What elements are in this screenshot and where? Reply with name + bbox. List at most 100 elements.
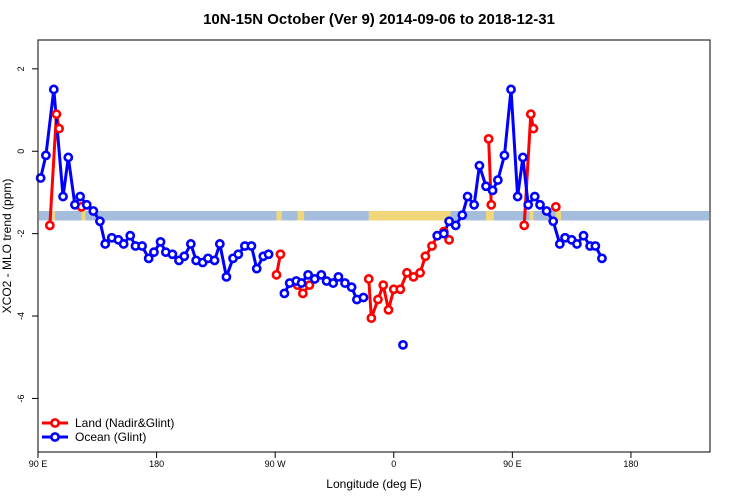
data-point-1 [167, 249, 178, 260]
data-point-1 [590, 241, 601, 251]
data-point-0 [483, 133, 494, 144]
data-point-0 [408, 271, 419, 282]
data-point-1 [554, 239, 565, 249]
data-point-1 [438, 228, 449, 239]
data-point-0 [275, 249, 286, 260]
data-point-1 [578, 230, 589, 241]
land-mass-patch [297, 210, 305, 221]
data-point-0 [271, 269, 282, 280]
data-point-1 [469, 199, 480, 210]
land-mass-patch [52, 210, 56, 221]
data-point-0 [402, 267, 412, 278]
y-tick-label: 2 [16, 66, 26, 71]
chart-title: 10N-15N October (Ver 9) 2014-09-06 to 20… [203, 11, 555, 28]
x-tick-label: 180 [149, 459, 164, 469]
data-point-1 [221, 271, 232, 282]
plot-area [35, 39, 711, 453]
x-tick-label: 90 W [265, 459, 287, 469]
data-point-1 [328, 278, 339, 288]
y-axis: -6 -4 -2 0 2 [16, 66, 39, 402]
data-point-1 [512, 191, 523, 202]
land-mass-patch [555, 210, 562, 221]
data-point-0 [528, 123, 539, 134]
data-point-1 [340, 278, 350, 288]
data-point-1 [572, 239, 582, 249]
data-point-1 [358, 292, 369, 303]
data-point-0 [427, 241, 437, 251]
series-points [35, 84, 607, 350]
data-point-1 [309, 274, 320, 284]
data-point-1 [41, 150, 51, 161]
data-point-1 [444, 216, 455, 227]
data-point-1 [81, 199, 92, 210]
data-point-1 [398, 339, 408, 350]
data-point-1 [296, 278, 307, 288]
data-point-0 [550, 201, 561, 212]
data-point-0 [486, 199, 497, 210]
legend-marker [50, 418, 60, 428]
data-point-1 [149, 247, 159, 258]
data-point-1 [263, 249, 274, 260]
data-point-1 [333, 271, 344, 282]
land-mass-patch [529, 210, 534, 221]
data-point-0 [373, 294, 383, 305]
data-point-1 [487, 185, 498, 196]
data-point-1 [303, 269, 314, 280]
data-point-1 [69, 199, 80, 210]
data-point-1 [523, 199, 534, 210]
data-point-0 [383, 304, 394, 315]
data-point-0 [525, 109, 536, 120]
data-point-1 [209, 255, 220, 266]
data-point-1 [95, 216, 105, 227]
data-point-1 [279, 288, 290, 299]
land-mass-patch [81, 210, 86, 221]
data-point-1 [246, 241, 257, 251]
legend-marker [50, 432, 60, 442]
legend-label: Ocean (Glint) [75, 430, 146, 444]
data-point-0 [44, 220, 55, 231]
data-point-1 [48, 84, 59, 95]
data-point-1 [541, 206, 552, 216]
background-band [39, 210, 709, 221]
data-point-0 [378, 280, 389, 291]
legend-label: Land (Nadir&Glint) [75, 416, 174, 430]
data-point-1 [499, 150, 510, 161]
data-point-1 [517, 152, 528, 163]
land-mass-patch [276, 210, 282, 221]
data-point-1 [462, 191, 473, 202]
x-tick-label: 0 [391, 459, 396, 469]
data-point-1 [529, 191, 540, 202]
land-mass-patch [486, 210, 494, 221]
data-point-1 [35, 173, 46, 183]
y-tick-label: -6 [16, 394, 26, 402]
data-point-1 [251, 263, 262, 274]
data-point-0 [415, 267, 426, 278]
data-point-1 [506, 84, 516, 95]
data-point-1 [143, 253, 154, 264]
x-tick-label: 90 E [503, 459, 522, 469]
x-axis: 90 E 180 90 W 0 90 E 180 [29, 451, 638, 469]
data-point-1 [597, 253, 607, 264]
y-tick-label: -2 [16, 230, 26, 238]
data-point-1 [75, 191, 86, 202]
series-line-1 [436, 87, 604, 260]
data-point-1 [100, 239, 111, 249]
land-mass-patch [368, 210, 451, 221]
data-point-0 [54, 123, 64, 134]
data-point-1 [481, 181, 491, 192]
y-tick-label: 0 [16, 149, 26, 154]
data-point-1 [185, 239, 196, 249]
data-point-0 [363, 274, 374, 284]
data-point-0 [51, 109, 62, 120]
data-point-1 [316, 269, 327, 280]
legend: Land (Nadir&Glint)Ocean (Glint) [42, 416, 174, 444]
data-point-1 [346, 282, 357, 293]
x-axis-label: Longitude (deg E) [326, 477, 421, 491]
data-point-1 [63, 152, 74, 163]
y-tick-label: -4 [16, 312, 26, 320]
data-point-1 [155, 236, 166, 247]
data-point-1 [179, 251, 190, 262]
data-point-1 [58, 191, 68, 202]
x-tick-label: 90 E [29, 459, 48, 469]
